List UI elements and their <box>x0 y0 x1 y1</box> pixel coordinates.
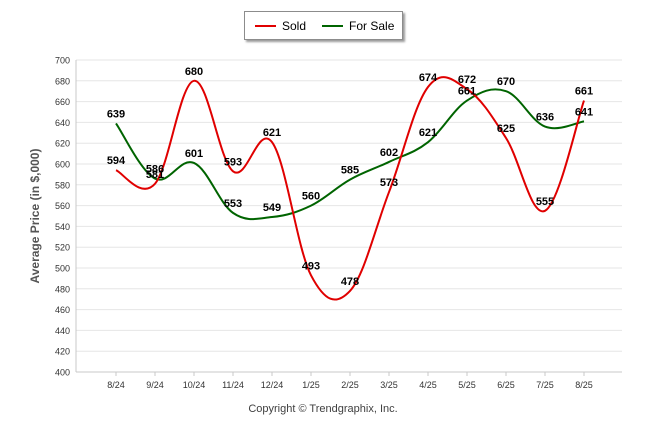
data-label-sold: 661 <box>575 86 593 98</box>
y-axis-title: Average Price (in $,000) <box>28 148 42 284</box>
x-tick-label: 8/24 <box>107 380 125 390</box>
legend-label-for-sale: For Sale <box>349 18 395 33</box>
data-label-sold: 672 <box>458 74 476 86</box>
x-tick-label: 4/25 <box>419 380 437 390</box>
data-label-for-sale: 601 <box>185 148 203 160</box>
x-tick-label: 10/24 <box>183 380 206 390</box>
x-tick-label: 11/24 <box>222 380 244 390</box>
data-label-sold: 555 <box>536 196 554 208</box>
data-label-sold: 621 <box>263 127 281 139</box>
data-label-sold: 674 <box>419 72 438 84</box>
data-label-for-sale: 639 <box>107 108 125 120</box>
data-label-for-sale: 586 <box>146 164 164 176</box>
data-label-sold: 573 <box>380 177 398 189</box>
data-label-sold: 680 <box>185 66 203 78</box>
chart-legend: Sold For Sale <box>244 11 403 40</box>
y-tick-label: 600 <box>55 160 70 170</box>
data-label-sold: 478 <box>341 276 359 288</box>
y-tick-label: 660 <box>55 97 70 107</box>
data-label-for-sale: 549 <box>263 202 281 214</box>
x-tick-label: 3/25 <box>380 380 398 390</box>
series-line-sold <box>115 76 585 301</box>
legend-label-sold: Sold <box>282 18 307 33</box>
y-tick-label: 500 <box>55 264 70 274</box>
x-tick-label: 7/25 <box>536 380 554 390</box>
data-label-for-sale: 585 <box>341 165 359 177</box>
data-label-sold: 493 <box>302 260 320 272</box>
x-tick-label: 8/25 <box>575 380 593 390</box>
x-tick-label: 6/25 <box>497 380 515 390</box>
data-label-sold: 593 <box>224 156 242 168</box>
copyright-text: Copyright © Trendgraphix, Inc. <box>248 403 398 415</box>
data-label-for-sale: 560 <box>302 191 320 203</box>
legend-swatch-sold <box>255 24 276 27</box>
y-tick-label: 460 <box>55 305 70 315</box>
data-label-sold: 625 <box>497 123 515 135</box>
legend-swatch-for-sale <box>322 24 344 27</box>
data-label-for-sale: 636 <box>536 112 554 124</box>
data-label-for-sale: 641 <box>575 106 593 118</box>
data-label-for-sale: 621 <box>419 127 437 139</box>
y-tick-label: 480 <box>55 284 70 294</box>
legend-item-sold: Sold <box>245 19 306 33</box>
x-tick-label: 12/24 <box>261 380 284 390</box>
y-tick-label: 540 <box>55 222 70 232</box>
y-tick-label: 520 <box>55 243 70 253</box>
legend-item-for-sale: For Sale <box>312 19 394 33</box>
series-line-for-sale <box>115 88 585 221</box>
y-tick-label: 440 <box>55 326 70 336</box>
y-tick-label: 420 <box>55 347 70 357</box>
y-tick-label: 620 <box>55 139 70 149</box>
y-tick-label: 640 <box>55 118 70 128</box>
data-label-sold: 581 <box>146 169 164 181</box>
y-tick-label: 560 <box>55 201 70 211</box>
x-tick-label: 2/25 <box>341 380 359 390</box>
x-tick-label: 1/25 <box>302 380 320 390</box>
y-tick-label: 700 <box>55 56 70 66</box>
y-tick-label: 400 <box>55 368 70 378</box>
x-tick-label: 9/24 <box>146 380 164 390</box>
data-label-for-sale: 602 <box>380 147 398 159</box>
x-tick-label: 5/25 <box>458 380 476 390</box>
data-label-for-sale: 553 <box>224 198 242 210</box>
y-tick-label: 680 <box>55 76 70 86</box>
data-label-for-sale: 670 <box>497 76 515 88</box>
y-tick-label: 580 <box>55 180 70 190</box>
data-label-sold: 594 <box>107 155 126 167</box>
data-label-for-sale: 661 <box>458 86 476 98</box>
